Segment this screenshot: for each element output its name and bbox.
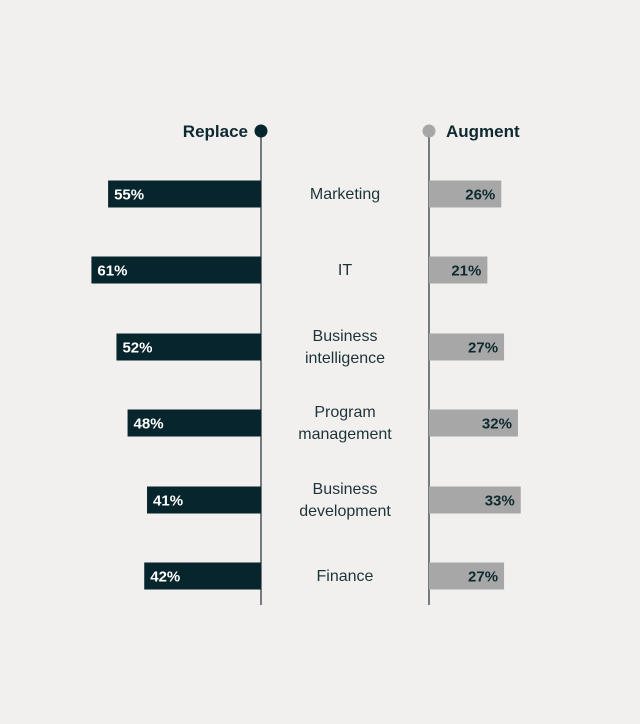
category-label: Finance <box>317 568 374 585</box>
replace-value-label: 55% <box>114 187 144 204</box>
augment-bar <box>429 333 505 361</box>
replace-bar <box>116 333 261 361</box>
axes <box>260 131 430 605</box>
replace-bar <box>144 562 261 590</box>
augment-value-label: 26% <box>465 187 495 204</box>
category-labels: Marketing IT Business intelligence Program ma… <box>298 186 392 585</box>
category-label: intelligence <box>305 350 385 367</box>
augment-bar <box>429 180 502 208</box>
augment-series-name: Augment <box>446 122 520 141</box>
replace-bar <box>147 486 261 514</box>
category-label: Program <box>314 404 375 421</box>
category-label: IT <box>338 262 352 279</box>
replace-bar <box>91 256 261 284</box>
augment-value-label: 21% <box>451 263 481 280</box>
augment-value-label: 33% <box>485 493 515 510</box>
series-headers: Replace Augment <box>183 122 520 141</box>
replace-value-label: 42% <box>150 569 180 586</box>
augment-value-label: 27% <box>468 340 498 357</box>
bars: 55% 26% 61% 21% 52% 27% 48% 32% 41% 33% 42% 27% <box>91 180 521 590</box>
replace-dot <box>254 124 268 138</box>
replace-series-name: Replace <box>183 122 248 141</box>
augment-bar <box>429 256 488 284</box>
augment-bar <box>429 562 505 590</box>
replace-bar <box>127 409 261 437</box>
replace-value-label: 41% <box>153 493 183 510</box>
augment-bar <box>429 409 518 437</box>
category-label: Marketing <box>310 186 380 203</box>
category-label: Business <box>313 481 378 498</box>
replace-value-label: 61% <box>97 263 127 280</box>
category-label: development <box>299 503 391 520</box>
augment-value-label: 27% <box>468 569 498 586</box>
replace-value-label: 48% <box>134 416 164 433</box>
augment-bar <box>429 486 521 514</box>
category-label: Business <box>313 328 378 345</box>
replace-bar <box>108 180 261 208</box>
replace-value-label: 52% <box>122 340 152 357</box>
category-label: management <box>298 426 392 443</box>
augment-value-label: 32% <box>482 416 512 433</box>
augment-dot <box>422 124 436 138</box>
